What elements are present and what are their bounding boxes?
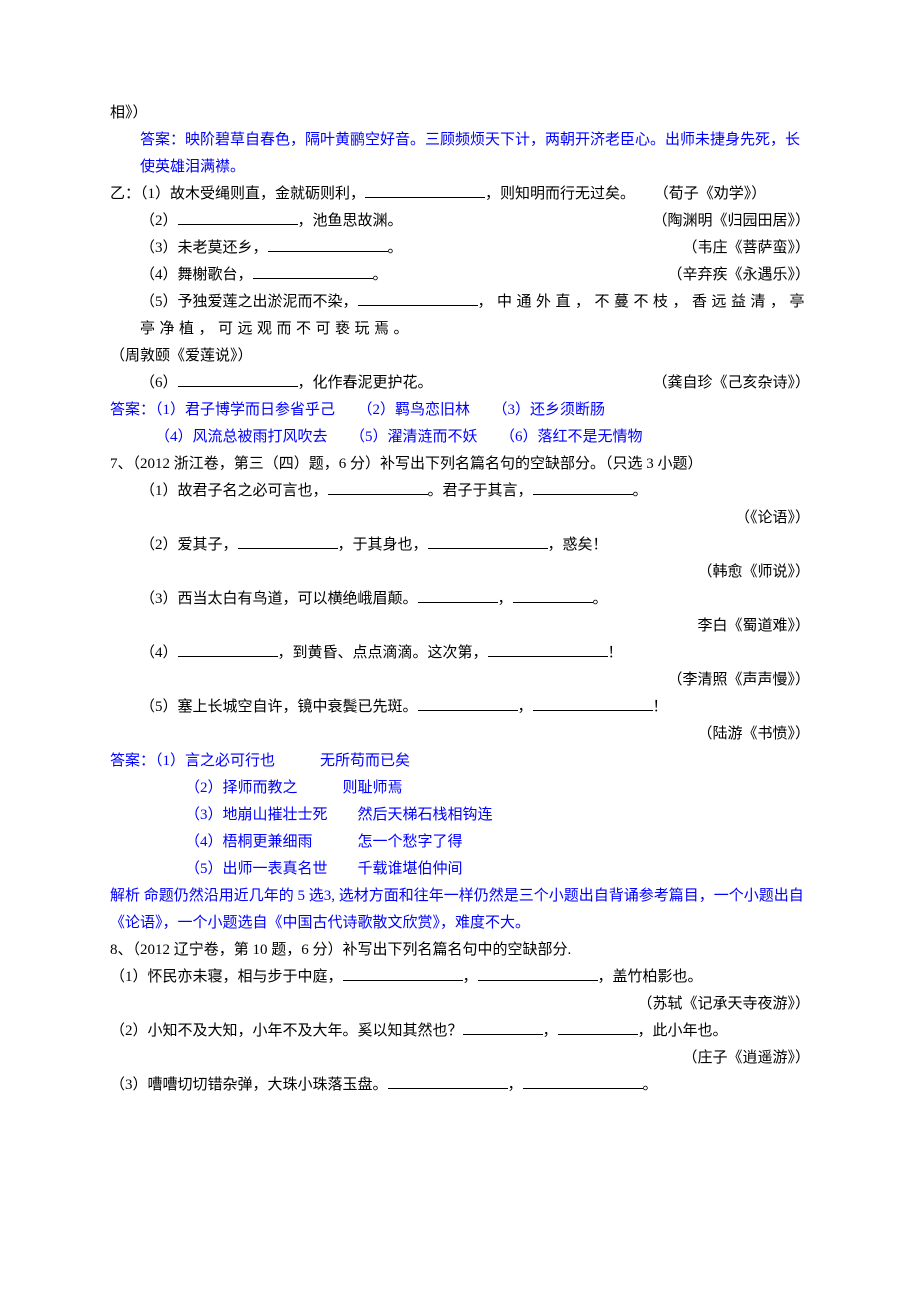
question-line: （3）西当太白有鸟道，可以横绝峨眉颠。 ， 。 bbox=[110, 586, 810, 613]
question-line: （2） ，池鱼思故渊。 （陶渊明《归园田居》） bbox=[110, 208, 810, 235]
question-line: （6） ，化作春泥更护花。 （龚自珍《己亥杂诗》） bbox=[110, 370, 810, 397]
question-line: （3）嘈嘈切切错杂弹，大珠小珠落玉盘。 ， 。 bbox=[110, 1072, 810, 1099]
blank bbox=[418, 696, 518, 711]
text: （3）未老莫还乡， bbox=[140, 240, 268, 256]
document-content: 相》） 答案：映阶碧草自春色，隔叶黄鹂空好音。三顾频烦天下计，两朝开济老臣心。出… bbox=[110, 100, 810, 1099]
question-line: （2）小知不及大知，小年不及大年。奚以知其然也？ ， ，此小年也。 bbox=[110, 1018, 810, 1045]
question-line: （5）塞上长城空自许，镜中衰鬓已先斑。 ， ！ bbox=[110, 694, 810, 721]
question-line: （5）予独爱莲之出淤泥而不染，，中通外直，不蔓不枝，香远益清，亭亭净植，可远观而… bbox=[110, 289, 810, 343]
blank bbox=[178, 642, 278, 657]
text: 。 bbox=[633, 483, 648, 499]
question-line: （3）未老莫还乡， 。 （韦庄《菩萨蛮》） bbox=[110, 235, 810, 262]
blank bbox=[365, 183, 485, 198]
source-line: （李清照《声声慢》） bbox=[110, 667, 810, 694]
text: ，盖竹柏影也。 bbox=[598, 969, 703, 985]
blank bbox=[178, 372, 298, 387]
blank bbox=[513, 588, 593, 603]
answer-line: （5）出师一表真名世 千载谁堪伯仲间 bbox=[110, 856, 810, 883]
text: ， bbox=[543, 1023, 558, 1039]
text: 。 bbox=[388, 240, 403, 256]
source: （陶渊明《归园田居》） bbox=[652, 208, 810, 235]
blank bbox=[418, 588, 498, 603]
text: （2）小知不及大知，小年不及大年。奚以知其然也？ bbox=[110, 1023, 463, 1039]
text: （5）予独爱莲之出淤泥而不染， bbox=[140, 294, 358, 310]
blank bbox=[533, 480, 633, 495]
source: （荀子《劝学》） bbox=[654, 186, 767, 202]
answer-line: 答案：（1）言之必可行也 无所苟而已矣 bbox=[110, 748, 810, 775]
blank bbox=[428, 534, 548, 549]
text: ，化作春泥更护花。 bbox=[298, 375, 433, 391]
text: （3）嘈嘈切切错杂弹，大珠小珠落玉盘。 bbox=[110, 1077, 388, 1093]
text: （2）爱其子， bbox=[140, 537, 238, 553]
question-line: （2）爱其子， ，于其身也， ，惑矣！ bbox=[110, 532, 810, 559]
answer-line: 答案：（1）君子博学而日参省乎己 （2）羁鸟恋旧林 （3）还乡须断肠 bbox=[110, 397, 810, 424]
text: 乙：（1）故木受绳则直，金就砺则利， bbox=[110, 186, 365, 202]
text: （1）怀民亦未寝，相与步于中庭， bbox=[110, 969, 343, 985]
text: ，池鱼思故渊。 bbox=[298, 213, 403, 229]
text: （3）西当太白有鸟道，可以横绝峨眉颠。 bbox=[140, 591, 418, 607]
blank bbox=[238, 534, 338, 549]
text: （4）舞榭歌台， bbox=[140, 267, 253, 283]
source-line: （陆游《书愤》） bbox=[110, 721, 810, 748]
blank bbox=[533, 696, 653, 711]
text: 。 bbox=[373, 267, 388, 283]
blank bbox=[253, 264, 373, 279]
question-line: （4） ，到黄昏、点点滴滴。这次第， ！ bbox=[110, 640, 810, 667]
text: ，惑矣！ bbox=[548, 537, 608, 553]
text: ， bbox=[508, 1077, 523, 1093]
blank bbox=[268, 237, 388, 252]
explanation-line: 解析 命题仍然沿用近几年的 5 选3, 选材方面和往年一样仍然是三个小题出自背诵… bbox=[110, 883, 810, 937]
text-line: 相》） bbox=[110, 100, 810, 127]
source: （辛弃疾《永遇乐》） bbox=[667, 262, 810, 289]
blank bbox=[488, 642, 608, 657]
text: 。 bbox=[593, 591, 608, 607]
text: 。君子于其言， bbox=[428, 483, 533, 499]
text: 。 bbox=[643, 1077, 658, 1093]
blank bbox=[343, 966, 463, 981]
source: （龚自珍《己亥杂诗》） bbox=[652, 370, 810, 397]
answer-line: （4）风流总被雨打风吹去 （5）濯清涟而不妖 （6）落红不是无情物 bbox=[110, 424, 810, 451]
answer-line: 答案：映阶碧草自春色，隔叶黄鹂空好音。三顾频烦天下计，两朝开济老臣心。出师未捷身… bbox=[110, 127, 810, 181]
source: （韦庄《菩萨蛮》） bbox=[682, 235, 810, 262]
text: （4） bbox=[140, 645, 178, 661]
source-line: （庄子《逍遥游》） bbox=[110, 1045, 810, 1072]
text: ， bbox=[498, 591, 513, 607]
blank bbox=[388, 1074, 508, 1089]
question-line: （1）怀民亦未寝，相与步于中庭， ， ，盖竹柏影也。 bbox=[110, 964, 810, 991]
question-header: 7、（2012 浙江卷，第三（四）题，6 分）补写出下列名篇名句的空缺部分。（只… bbox=[110, 451, 810, 478]
text: ， bbox=[463, 969, 478, 985]
blank bbox=[178, 210, 298, 225]
source-line: （《论语》） bbox=[110, 505, 810, 532]
blank bbox=[558, 1020, 638, 1035]
blank bbox=[463, 1020, 543, 1035]
source-line: （周敦颐《爱莲说》） bbox=[110, 343, 810, 370]
answer-line: （2）择师而教之 则耻师焉 bbox=[110, 775, 810, 802]
text: ，则知明而行无过矣。 bbox=[485, 186, 635, 202]
text: （1）故君子名之必可言也， bbox=[140, 483, 328, 499]
question-header: 8、（2012 辽宁卷，第 10 题，6 分）补写出下列名篇名句中的空缺部分. bbox=[110, 937, 810, 964]
answer-line: （3）地崩山摧壮士死 然后天梯石栈相钩连 bbox=[110, 802, 810, 829]
blank bbox=[523, 1074, 643, 1089]
text: ，到黄昏、点点滴滴。这次第， bbox=[278, 645, 488, 661]
text: （2） bbox=[140, 213, 178, 229]
source-line: 李白《蜀道难》） bbox=[110, 613, 810, 640]
text: ，此小年也。 bbox=[638, 1023, 728, 1039]
blank bbox=[358, 291, 478, 306]
answer-line: （4）梧桐更兼细雨 怎一个愁字了得 bbox=[110, 829, 810, 856]
text: ！ bbox=[653, 699, 668, 715]
source-line: （苏轼《记承天寺夜游》） bbox=[110, 991, 810, 1018]
blank bbox=[478, 966, 598, 981]
question-line: （1）故君子名之必可言也， 。君子于其言， 。 bbox=[110, 478, 810, 505]
question-line: 乙：（1）故木受绳则直，金就砺则利， ，则知明而行无过矣。 （荀子《劝学》） bbox=[110, 181, 810, 208]
blank bbox=[328, 480, 428, 495]
question-line: （4）舞榭歌台， 。 （辛弃疾《永遇乐》） bbox=[110, 262, 810, 289]
text: ， bbox=[518, 699, 533, 715]
text: （6） bbox=[140, 375, 178, 391]
text: ，于其身也， bbox=[338, 537, 428, 553]
text: ！ bbox=[608, 645, 623, 661]
text: （5）塞上长城空自许，镜中衰鬓已先斑。 bbox=[140, 699, 418, 715]
source-line: （韩愈《师说》） bbox=[110, 559, 810, 586]
